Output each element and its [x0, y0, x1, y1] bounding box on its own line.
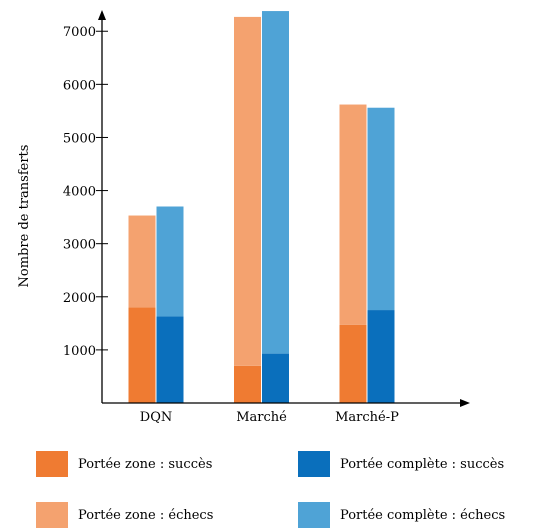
- y-tick-label: 7000: [63, 25, 96, 40]
- bar-zone-failure: [234, 16, 261, 366]
- y-axis-title: Nombre de transferts: [17, 145, 32, 288]
- y-tick-label: 3000: [63, 238, 96, 253]
- bar-complete-failure: [367, 107, 395, 311]
- bar-zone-success: [234, 365, 261, 403]
- x-tick-label: Marché-P: [335, 410, 399, 425]
- y-axis-arrow-icon: [98, 10, 106, 20]
- bar-zone-success: [128, 307, 156, 403]
- bar-complete-success: [262, 353, 289, 403]
- y-tick-label: 5000: [63, 131, 96, 146]
- x-tick-label: Marché: [236, 410, 287, 425]
- bars-layer: [128, 11, 395, 403]
- legend-swatch-complete-failure: [298, 502, 330, 528]
- x-axis-arrow-icon: [460, 399, 470, 407]
- y-tick-label: 1000: [63, 344, 96, 359]
- bar-complete-success: [367, 310, 395, 403]
- y-tick-label: 6000: [63, 78, 96, 93]
- legend-zone-failure: Portée zone : échecs: [36, 502, 213, 528]
- bar-complete-failure: [156, 206, 184, 317]
- legend-label-zone-success: Portée zone : succès: [78, 456, 213, 472]
- bar-zone-failure: [128, 215, 156, 308]
- legend-label-complete-failure: Portée complète : échecs: [340, 507, 506, 523]
- legend-complete-failure: Portée complète : échecs: [298, 502, 505, 528]
- y-tick-label: 2000: [63, 291, 96, 306]
- bar-zone-success: [339, 324, 367, 403]
- legend-swatch-complete-success: [298, 451, 330, 477]
- legend-zone-success: Portée zone : succès: [36, 451, 212, 477]
- bar-complete-failure: [262, 11, 289, 354]
- bar-zone-failure: [339, 104, 367, 325]
- legend-swatch-zone-success: [36, 451, 68, 477]
- legend-complete-success: Portée complète : succès: [298, 451, 504, 477]
- y-ticks: 1000 2000 3000 4000 5000 6000 7000: [63, 25, 108, 359]
- legend-label-complete-success: Portée complète : succès: [340, 456, 505, 472]
- axes-layer: [98, 10, 470, 407]
- legend-label-zone-failure: Portée zone : échecs: [78, 507, 214, 523]
- x-tick-label: DQN: [140, 410, 172, 425]
- bar-complete-success: [156, 316, 184, 403]
- y-tick-label: 4000: [63, 185, 96, 200]
- legend-swatch-zone-failure: [36, 502, 68, 528]
- x-tick-labels: DQN Marché Marché-P: [140, 410, 399, 425]
